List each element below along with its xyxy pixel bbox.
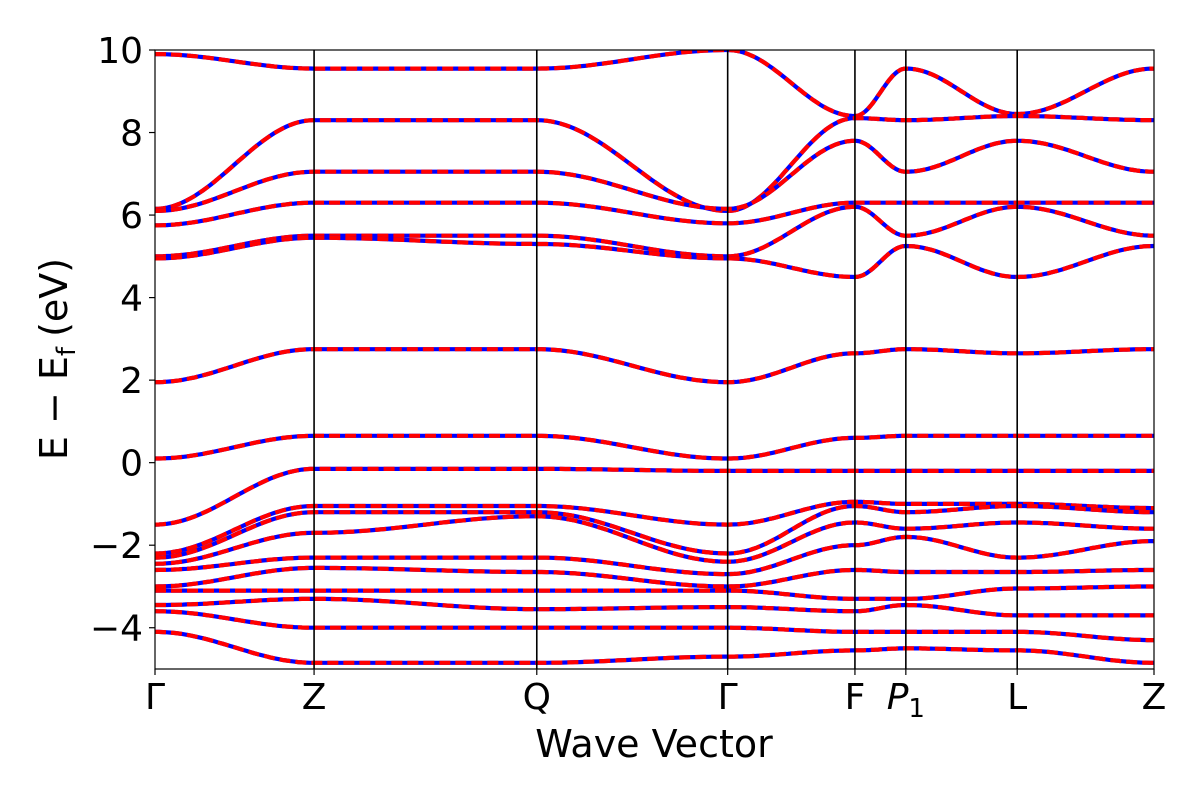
- band-line-12-red: [155, 534, 1154, 577]
- y-tick-label-0: −4: [90, 609, 143, 650]
- band-lines: [155, 50, 1154, 665]
- y-tick-label-5: 6: [120, 196, 143, 237]
- y-axis: −4 −2 0 2 4 6 8 10: [90, 31, 155, 650]
- plot-frame: [154, 49, 1155, 670]
- y-tick-label-3: 2: [120, 361, 143, 402]
- x-tick-label-4: F: [845, 677, 866, 718]
- band-line-8-red: [155, 466, 1154, 527]
- y-axis-title-unit: (eV): [32, 258, 76, 337]
- band-line-7-blue: [155, 433, 1154, 461]
- y-tick-label-6: 8: [120, 114, 143, 155]
- band-line-0-red: [155, 50, 1154, 119]
- band-line-14-red: [155, 584, 1154, 601]
- band-line-4-red: [155, 204, 1154, 259]
- band-line-15-red: [155, 596, 1154, 618]
- x-tick-label-0: Γ: [145, 677, 165, 718]
- y-axis-title-sub: f: [52, 346, 82, 356]
- band-line-3-red: [155, 200, 1154, 228]
- band-line-5-red: [155, 235, 1154, 280]
- y-axis-title-main: E − E: [32, 356, 76, 460]
- x-tick-label-1: Z: [302, 677, 327, 718]
- band-line-8-blue: [155, 466, 1154, 527]
- band-line-9-red: [155, 499, 1154, 556]
- band-line-10-red: [155, 503, 1154, 560]
- band-line-2-red: [155, 138, 1154, 213]
- x-tick-label-5: P1: [887, 677, 925, 724]
- band-line-6-red: [155, 347, 1154, 385]
- band-line-6-blue: [155, 347, 1154, 385]
- x-tick-label-2: Q: [523, 677, 551, 718]
- x-axis-title: Wave Vector: [535, 722, 773, 766]
- x-axis: Γ Z Q Γ F P1 L Z: [145, 669, 1166, 724]
- y-tick-label-2: 0: [120, 444, 143, 485]
- x-tick-label-3: Γ: [718, 677, 738, 718]
- band-line-16-red: [155, 609, 1154, 643]
- band-line-13-red: [155, 565, 1154, 589]
- band-line-0-blue: [155, 50, 1154, 119]
- y-axis-title: E − Ef (eV): [32, 258, 82, 460]
- x-tick-label-7: Z: [1142, 677, 1167, 718]
- kpoint-separator-lines: [313, 50, 1018, 669]
- band-line-11-red: [155, 514, 1154, 566]
- band-line-17-red: [155, 629, 1154, 665]
- band-line-1-red: [155, 113, 1154, 214]
- y-tick-label-4: 4: [120, 279, 143, 320]
- y-tick-label-7: 10: [97, 31, 143, 72]
- band-line-2-blue: [155, 138, 1154, 213]
- x-tick-label-6: L: [1007, 677, 1027, 718]
- band-line-7-red: [155, 433, 1154, 461]
- y-tick-label-1: −2: [90, 526, 143, 567]
- band-line-5-blue: [155, 235, 1154, 280]
